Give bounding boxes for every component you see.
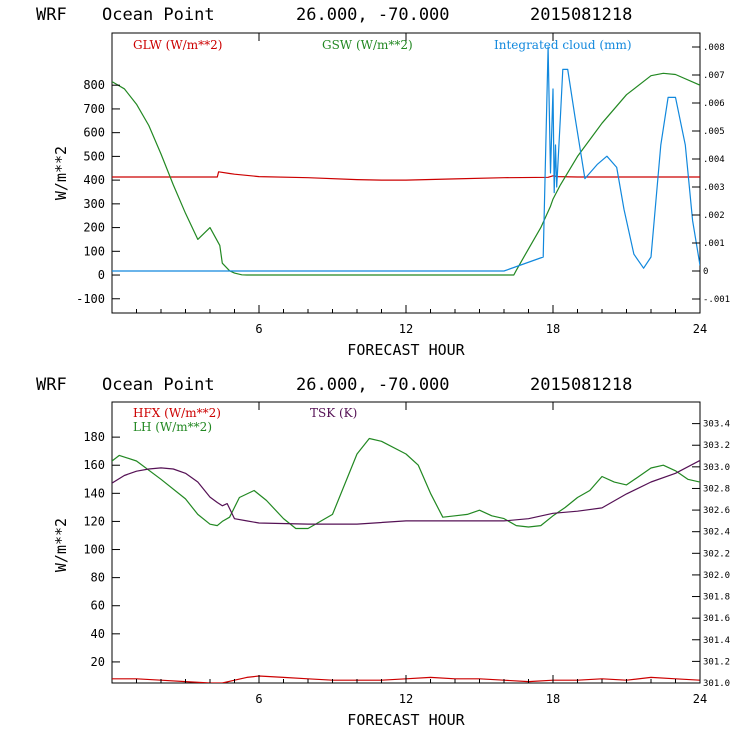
chart2-y2-tick-label: 302.6 [703, 506, 730, 516]
chart1-series-glw-line [112, 171, 700, 181]
chart2-y-tick-label: 60 [91, 599, 105, 613]
chart2-title-location: Ocean Point [102, 375, 215, 395]
chart1-y2-tick-label: -.001 [703, 295, 730, 305]
chart2-y2-tick-label: 303.0 [703, 463, 730, 473]
chart1-plot: 6 12 18 24 800 700 600 500 400 300 200 100 0 -100 .008… [76, 32, 730, 336]
chart1-y-tick-label: 600 [83, 126, 105, 140]
chart2-plot-frame [111, 401, 701, 684]
chart1-series-integrated-line [112, 46, 700, 272]
chart2-x-tick-label: 6 [255, 692, 262, 706]
chart1-x-tick-label: 24 [693, 322, 707, 336]
chart1-x-tick-label: 12 [399, 322, 413, 336]
chart2-y-tick-label: 20 [91, 655, 105, 669]
chart2-y2-tick-label: 303.4 [703, 420, 730, 430]
chart1-y2-tick-label: .003 [703, 183, 725, 193]
chart1-y-tick-label: 0 [98, 268, 105, 282]
chart1-legend-gsw: GSW (W/m**2) [322, 38, 413, 52]
chart2-y-tick-label: 80 [91, 571, 105, 585]
chart2-legend-tsk: TSK (K) [310, 406, 357, 420]
chart2-series-lh-line [112, 437, 700, 530]
chart1-title-source: WRF [36, 5, 67, 25]
chart2-title-time: 2015081218 [530, 375, 632, 395]
chart1-y-tick-label: -100 [76, 292, 105, 306]
chart2-title-source: WRF [36, 375, 67, 395]
chart1-legend-glw: GLW (W/m**2) [133, 38, 222, 52]
chart2-y2-tick-label: 302.2 [703, 549, 730, 559]
chart2-ylabel: W/m**2 [52, 518, 70, 572]
chart1-y2-tick-label: 0 [703, 267, 708, 277]
chart1-y-tick-label: 800 [83, 78, 105, 92]
chart2-y2-tick-label: 302.4 [703, 528, 730, 538]
chart2-title-coords: 26.000, -70.000 [296, 375, 450, 395]
chart1-ylabel: W/m**2 [52, 146, 70, 200]
chart2-y-tick-label: 180 [83, 430, 105, 444]
chart1-title-location: Ocean Point [102, 5, 215, 25]
chart1-series-gsw-line [112, 72, 700, 276]
chart2-legend-lh: LH (W/m**2) [133, 420, 212, 434]
chart2-y2-tick-label: 301.0 [703, 679, 730, 689]
chart2-y-tick-label: 100 [83, 543, 105, 557]
chart2-y2-tick-label: 301.6 [703, 614, 730, 624]
chart1-y-tick-label: 700 [83, 102, 105, 116]
chart2-y2-tick-label: 301.4 [703, 636, 730, 646]
chart2-x-tick-label: 24 [693, 692, 707, 706]
chart2-y-tick-label: 40 [91, 627, 105, 641]
chart1-x-tick-label: 6 [255, 322, 262, 336]
chart1-legend-cloud: Integrated cloud (mm) [494, 38, 632, 52]
chart1-y2-tick-label: .006 [703, 99, 725, 109]
chart2-plot: 6 12 18 24 180 160 140 120 100 80 60 40 20 303.4 303.2… [83, 401, 730, 706]
chart2-xlabel: FORECAST HOUR [347, 711, 465, 729]
chart2-series-tsk-line [112, 459, 700, 525]
chart1-xlabel: FORECAST HOUR [347, 341, 465, 359]
chart2-y2-tick-label: 302.8 [703, 484, 730, 494]
chart1-y2-tick-label: .007 [703, 71, 725, 81]
chart1-y2-tick-label: .001 [703, 239, 725, 249]
chart1-y-tick-label: 200 [83, 221, 105, 235]
chart1-x-tick-label: 18 [546, 322, 560, 336]
chart1-y2-tick-label: .002 [703, 211, 725, 221]
chart2-y-tick-label: 120 [83, 514, 105, 528]
chart1-y-tick-label: 300 [83, 197, 105, 211]
chart2-x-tick-label: 18 [546, 692, 560, 706]
chart2-x-tick-label: 12 [399, 692, 413, 706]
chart1-y-tick-label: 400 [83, 173, 105, 187]
chart1-title-time: 2015081218 [530, 5, 632, 25]
chart2-y2-tick-label: 303.2 [703, 441, 730, 451]
chart2-y-tick-label: 160 [83, 458, 105, 472]
chart2-y2-tick-label: 302.0 [703, 571, 730, 581]
chart1-y2-tick-label: .004 [703, 155, 725, 165]
chart1-y2-tick-label: .005 [703, 127, 725, 137]
chart1-y-tick-label: 500 [83, 149, 105, 163]
chart1-y-tick-label: 100 [83, 244, 105, 258]
chart2-y-tick-label: 140 [83, 486, 105, 500]
chart2-y2-tick-label: 301.8 [703, 593, 730, 603]
chart2-y2-tick-label: 301.2 [703, 657, 730, 667]
chart1-title-coords: 26.000, -70.000 [296, 5, 450, 25]
chart1-y2-tick-label: .008 [703, 43, 725, 53]
chart2-legend-hfx: HFX (W/m**2) [133, 406, 221, 420]
